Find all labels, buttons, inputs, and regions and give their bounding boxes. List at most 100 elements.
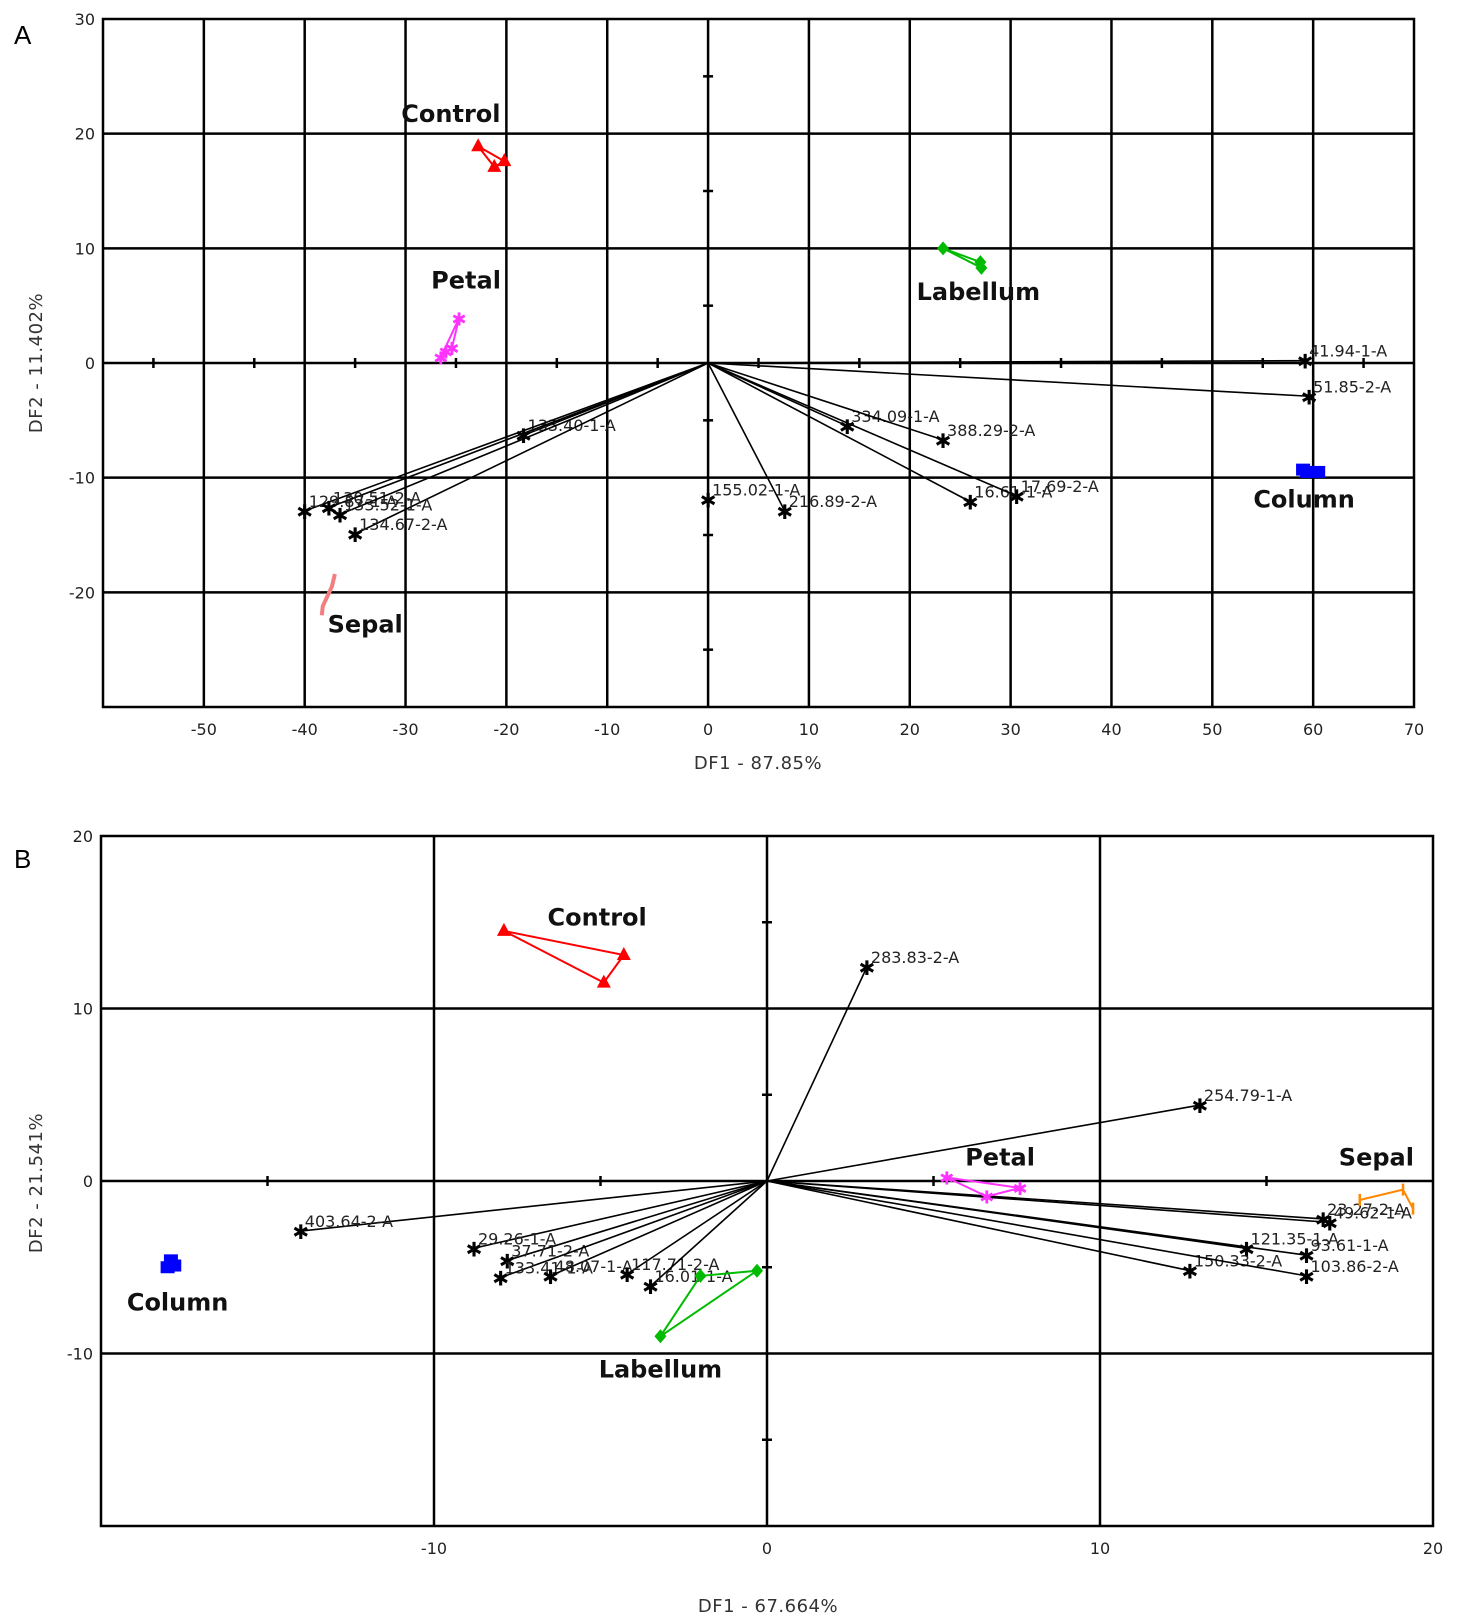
group-point <box>596 974 611 988</box>
group-outline <box>439 317 460 358</box>
y-tick-label: 20 <box>75 125 95 144</box>
vector-point: ✱ <box>700 488 717 512</box>
x-tick-labels-a: -50 -40 -30 -20 -10 0 10 20 30 40 50 60 70 <box>191 720 1424 739</box>
vector-label: 17.69-2-A <box>1021 477 1099 496</box>
group-label: Sepal <box>328 610 403 638</box>
vector-line <box>354 362 709 535</box>
vector-point: ✱ <box>642 1275 659 1299</box>
group-outline <box>319 573 337 616</box>
vector-point: ✱ <box>292 1220 309 1244</box>
vector-label: 37.71-2-A <box>511 1241 589 1260</box>
vector-line <box>707 362 1017 497</box>
panel-a: A -50 -40 -30 -20 -10 0 10 20 30 40 50 60 70 30 20 10 0… <box>14 10 1424 774</box>
vector-line <box>473 1180 768 1250</box>
vector-line <box>328 362 709 509</box>
vector-label: 16.01-1-A <box>654 1267 732 1286</box>
group-point <box>937 241 950 256</box>
x-tick-label: -50 <box>191 720 217 739</box>
group-label: Control <box>401 100 500 128</box>
vector-label: 133.52-1-A <box>344 495 432 514</box>
vector-line <box>507 1180 768 1262</box>
y-tick-labels-a: 30 20 10 0 -10 -20 <box>69 10 95 602</box>
vector-point: ✱ <box>1298 1244 1315 1268</box>
vector-line <box>500 1180 768 1279</box>
group-label: Labellum <box>599 1356 723 1384</box>
vector-label: 48.07-1-A <box>555 1257 633 1276</box>
y-tick-label: -10 <box>69 469 95 488</box>
x-tick-label: 30 <box>1000 720 1020 739</box>
vector-line <box>766 1180 1307 1256</box>
group-point <box>497 153 512 167</box>
group-label: Control <box>548 904 647 932</box>
x-tick-label: 10 <box>799 720 819 739</box>
y-tick-label: 10 <box>73 1000 93 1019</box>
group-point <box>694 1268 707 1283</box>
group-point <box>471 138 486 152</box>
vector-label: 51.85-2-A <box>1313 377 1391 396</box>
vector-point: ✱ <box>499 1249 516 1273</box>
vector-line <box>766 1180 1330 1224</box>
vector-point: ✱ <box>776 500 793 524</box>
vector-label: 254.79-1-A <box>1204 1086 1292 1105</box>
group-point: ✱ <box>433 348 448 369</box>
x-tick-labels-b: -10 0 10 20 <box>421 1539 1443 1558</box>
group-label: Sepal <box>1339 1143 1414 1171</box>
vector-point: ✱ <box>321 496 338 520</box>
vector-point: ✱ <box>332 503 349 527</box>
vector-label: 41.94-1-A <box>1309 342 1387 361</box>
vector-point: ✱ <box>1315 1208 1332 1232</box>
group-label: Petal <box>965 1143 1035 1171</box>
group-point: ✱ <box>438 343 453 364</box>
vector-label: 49.62-1-A <box>1334 1203 1412 1222</box>
y-axis-title-b: DF2 - 21.541% <box>26 1113 47 1253</box>
group-point <box>654 1329 667 1344</box>
vector-line <box>708 362 1310 398</box>
x-tick-label: 50 <box>1202 720 1222 739</box>
group-point <box>975 260 988 275</box>
x-tick-label: 20 <box>900 720 920 739</box>
x-axis-title-b: DF1 - 67.664% <box>698 1596 838 1617</box>
x-tick-label: 0 <box>762 1539 772 1558</box>
vector-line <box>766 1180 1191 1272</box>
vector-point: ✱ <box>1301 385 1318 409</box>
vector-label: 403.64-2-A <box>305 1212 393 1231</box>
y-tick-label: 0 <box>85 354 95 373</box>
vector-line <box>649 1180 768 1287</box>
vector-point: ✱ <box>492 1267 509 1291</box>
x-tick-label: 70 <box>1404 720 1424 739</box>
y-tick-label: 0 <box>83 1172 93 1191</box>
group-point <box>751 1263 764 1278</box>
group-outline <box>946 1176 1021 1198</box>
vector-line <box>766 1180 1307 1277</box>
vector-label: 334.09-1-A <box>851 407 939 426</box>
group-point <box>167 1259 182 1272</box>
group-point <box>496 922 511 936</box>
y-axis-title-a: DF2 - 11.402% <box>26 293 47 433</box>
vector-point: ✱ <box>1298 1265 1315 1289</box>
panel-letter-b: B <box>14 844 31 874</box>
vector-line <box>300 1180 768 1232</box>
group-label: Labellum <box>917 278 1041 306</box>
vector-line <box>626 1180 768 1275</box>
group-point: ✱ <box>939 1169 954 1190</box>
vector-point: ✱ <box>1321 1211 1338 1235</box>
vector-label: 93.61-1-A <box>1310 1236 1388 1255</box>
x-tick-label: -10 <box>594 720 620 739</box>
minor-ticks-a <box>152 75 1365 651</box>
vector-label: 16.61-1-A <box>974 483 1052 502</box>
vector-label: 121.35-1-A <box>1251 1229 1339 1248</box>
group-point <box>616 947 631 961</box>
y-tick-label: -20 <box>69 583 95 602</box>
vector-label: 29.26-1-A <box>478 1229 556 1248</box>
vector-line <box>304 362 709 512</box>
vector-line <box>766 966 868 1182</box>
group-point: ✱ <box>1013 1179 1028 1200</box>
x-tick-label: 10 <box>1090 1539 1110 1558</box>
vector-point: ✱ <box>962 491 979 515</box>
group-point <box>1311 465 1326 478</box>
x-tick-label: -10 <box>421 1539 447 1558</box>
vector-line <box>550 1180 768 1277</box>
y-tick-label: -10 <box>67 1345 93 1364</box>
